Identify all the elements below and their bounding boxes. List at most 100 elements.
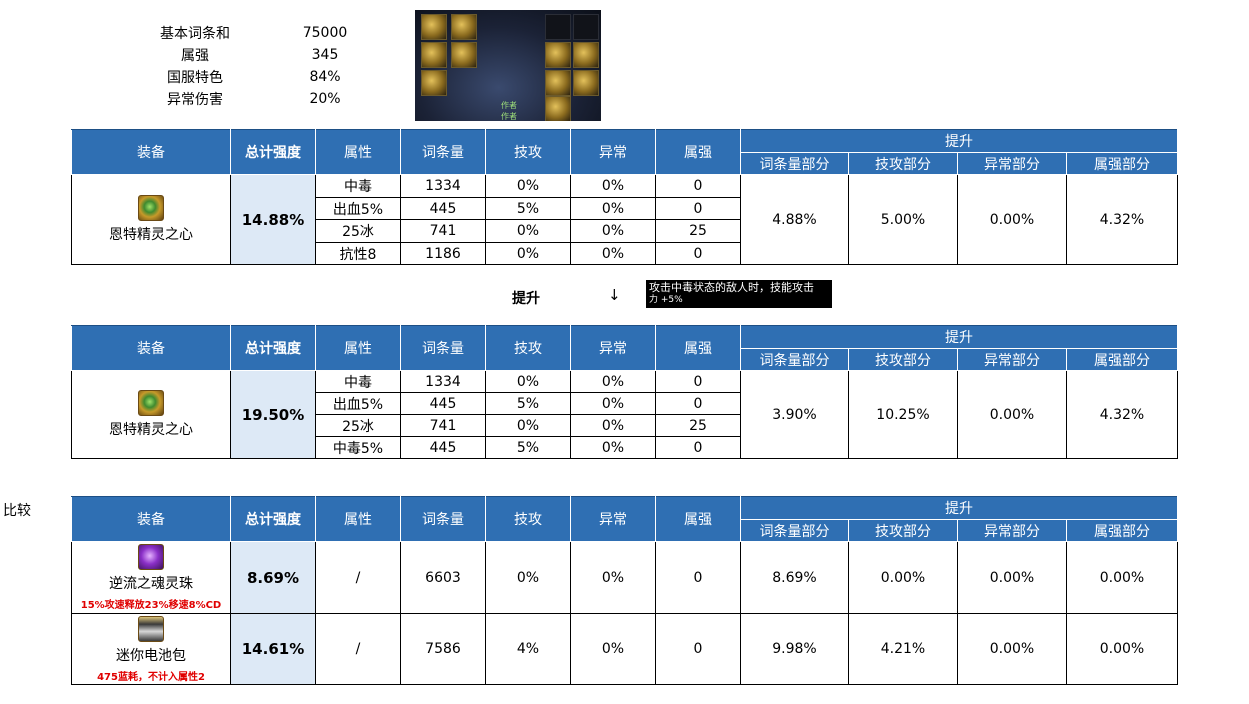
amount-cell: 445	[400, 197, 486, 220]
amount-cell: 6603	[400, 541, 486, 614]
boost-skill: 4.21%	[848, 613, 958, 685]
equip-note: 15%攻速释放23%移速8%CD	[80, 600, 222, 611]
equip-cell: 迷你电池包 475蓝耗，不计入属性2	[71, 613, 231, 685]
header-attr: 属性	[315, 129, 401, 175]
stat-value: 345	[311, 47, 339, 63]
gem-icon	[138, 390, 164, 416]
skill-cell: 0%	[485, 541, 571, 614]
boost-amount: 8.69%	[740, 541, 849, 614]
boost-skill: 10.25%	[848, 370, 958, 459]
stat-label: 异常伤害	[167, 92, 223, 108]
amount-cell: 445	[400, 392, 486, 415]
empty-slot	[545, 14, 571, 40]
elem-cell: 25	[655, 414, 741, 437]
equip-slot-icon	[545, 70, 571, 96]
author-text: 作者	[501, 101, 517, 110]
header-elem: 属强	[655, 129, 741, 175]
equip-cell: 恩特精灵之心	[71, 174, 231, 265]
header-attr: 属性	[315, 325, 401, 371]
stat-row: 基本词条和 75000	[140, 22, 400, 44]
skill-cell: 0%	[485, 414, 571, 437]
attr-cell: 中毒	[315, 174, 401, 198]
equip-slot-icon	[545, 42, 571, 68]
total-strength: 8.69%	[230, 541, 316, 614]
abnormal-cell: 0%	[570, 174, 656, 198]
compare-label: 比较	[3, 503, 31, 519]
header-total: 总计强度	[230, 496, 316, 542]
abnormal-cell: 0%	[570, 541, 656, 614]
equip-name: 恩特精灵之心	[109, 227, 193, 243]
elem-cell: 0	[655, 541, 741, 614]
empty-slot	[573, 14, 599, 40]
elem-cell: 0	[655, 436, 741, 459]
header-skill: 技攻	[485, 129, 571, 175]
attr-cell: /	[315, 541, 401, 614]
gem-icon	[138, 195, 164, 221]
equip-slot-icon	[573, 42, 599, 68]
header-boost: 提升	[740, 129, 1178, 153]
equip-slot-icon	[421, 70, 447, 96]
skill-cell: 0%	[485, 370, 571, 393]
amount-cell: 445	[400, 436, 486, 459]
header-sub-skill: 技攻部分	[848, 348, 958, 371]
elem-cell: 0	[655, 242, 741, 265]
abnormal-cell: 0%	[570, 219, 656, 243]
elem-cell: 0	[655, 613, 741, 685]
boost-skill: 0.00%	[848, 541, 958, 614]
abnormal-cell: 0%	[570, 436, 656, 459]
elem-cell: 25	[655, 219, 741, 243]
abnormal-cell: 0%	[570, 370, 656, 393]
boost-abnormal: 0.00%	[957, 541, 1067, 614]
skill-cell: 5%	[485, 197, 571, 220]
total-strength: 14.61%	[230, 613, 316, 685]
boost-elem: 0.00%	[1066, 541, 1178, 614]
skill-cell: 0%	[485, 242, 571, 265]
attr-cell: 中毒	[315, 370, 401, 393]
abnormal-cell: 0%	[570, 392, 656, 415]
header-equip: 装备	[71, 129, 231, 175]
header-sub-amount: 词条量部分	[740, 348, 849, 371]
header-elem: 属强	[655, 496, 741, 542]
header-abnormal: 异常	[570, 496, 656, 542]
attr-cell: 抗性8	[315, 242, 401, 265]
stat-label: 属强	[181, 48, 209, 64]
header-total: 总计强度	[230, 325, 316, 371]
attr-cell: 出血5%	[315, 392, 401, 415]
skill-tooltip: 攻击中毒状态的敌人时，技能攻击 力 +5%	[646, 280, 832, 308]
amount-cell: 741	[400, 219, 486, 243]
boost-elem: 4.32%	[1066, 174, 1178, 265]
attr-cell: 25冰	[315, 414, 401, 437]
header-boost: 提升	[740, 496, 1178, 520]
elem-cell: 0	[655, 370, 741, 393]
equip-slot-icon	[451, 14, 477, 40]
amount-cell: 1334	[400, 370, 486, 393]
attr-cell: /	[315, 613, 401, 685]
header-sub-abnormal: 异常部分	[957, 348, 1067, 371]
header-skill: 技攻	[485, 496, 571, 542]
down-arrow-icon: ↓	[608, 286, 621, 304]
boost-skill: 5.00%	[848, 174, 958, 265]
stat-value: 75000	[302, 25, 348, 41]
total-strength: 19.50%	[230, 370, 316, 459]
equip-slot-icon	[451, 42, 477, 68]
stat-value: 84%	[309, 69, 341, 85]
header-amount: 词条量	[400, 496, 486, 542]
orb-icon	[138, 544, 164, 570]
stat-label: 国服特色	[167, 70, 223, 86]
elem-cell: 0	[655, 197, 741, 220]
header-abnormal: 异常	[570, 129, 656, 175]
abnormal-cell: 0%	[570, 613, 656, 685]
equip-name: 迷你电池包	[116, 647, 186, 664]
battery-icon	[138, 615, 164, 642]
stat-label: 基本词条和	[160, 26, 230, 42]
abnormal-cell: 0%	[570, 242, 656, 265]
total-strength: 14.88%	[230, 174, 316, 265]
abnormal-cell: 0%	[570, 414, 656, 437]
header-sub-elem: 属强部分	[1066, 348, 1178, 371]
amount-cell: 1186	[400, 242, 486, 265]
equip-slot-icon	[421, 42, 447, 68]
stat-row: 异常伤害 20%	[140, 88, 400, 110]
skill-cell: 5%	[485, 436, 571, 459]
skill-cell: 5%	[485, 392, 571, 415]
attr-cell: 出血5%	[315, 197, 401, 220]
